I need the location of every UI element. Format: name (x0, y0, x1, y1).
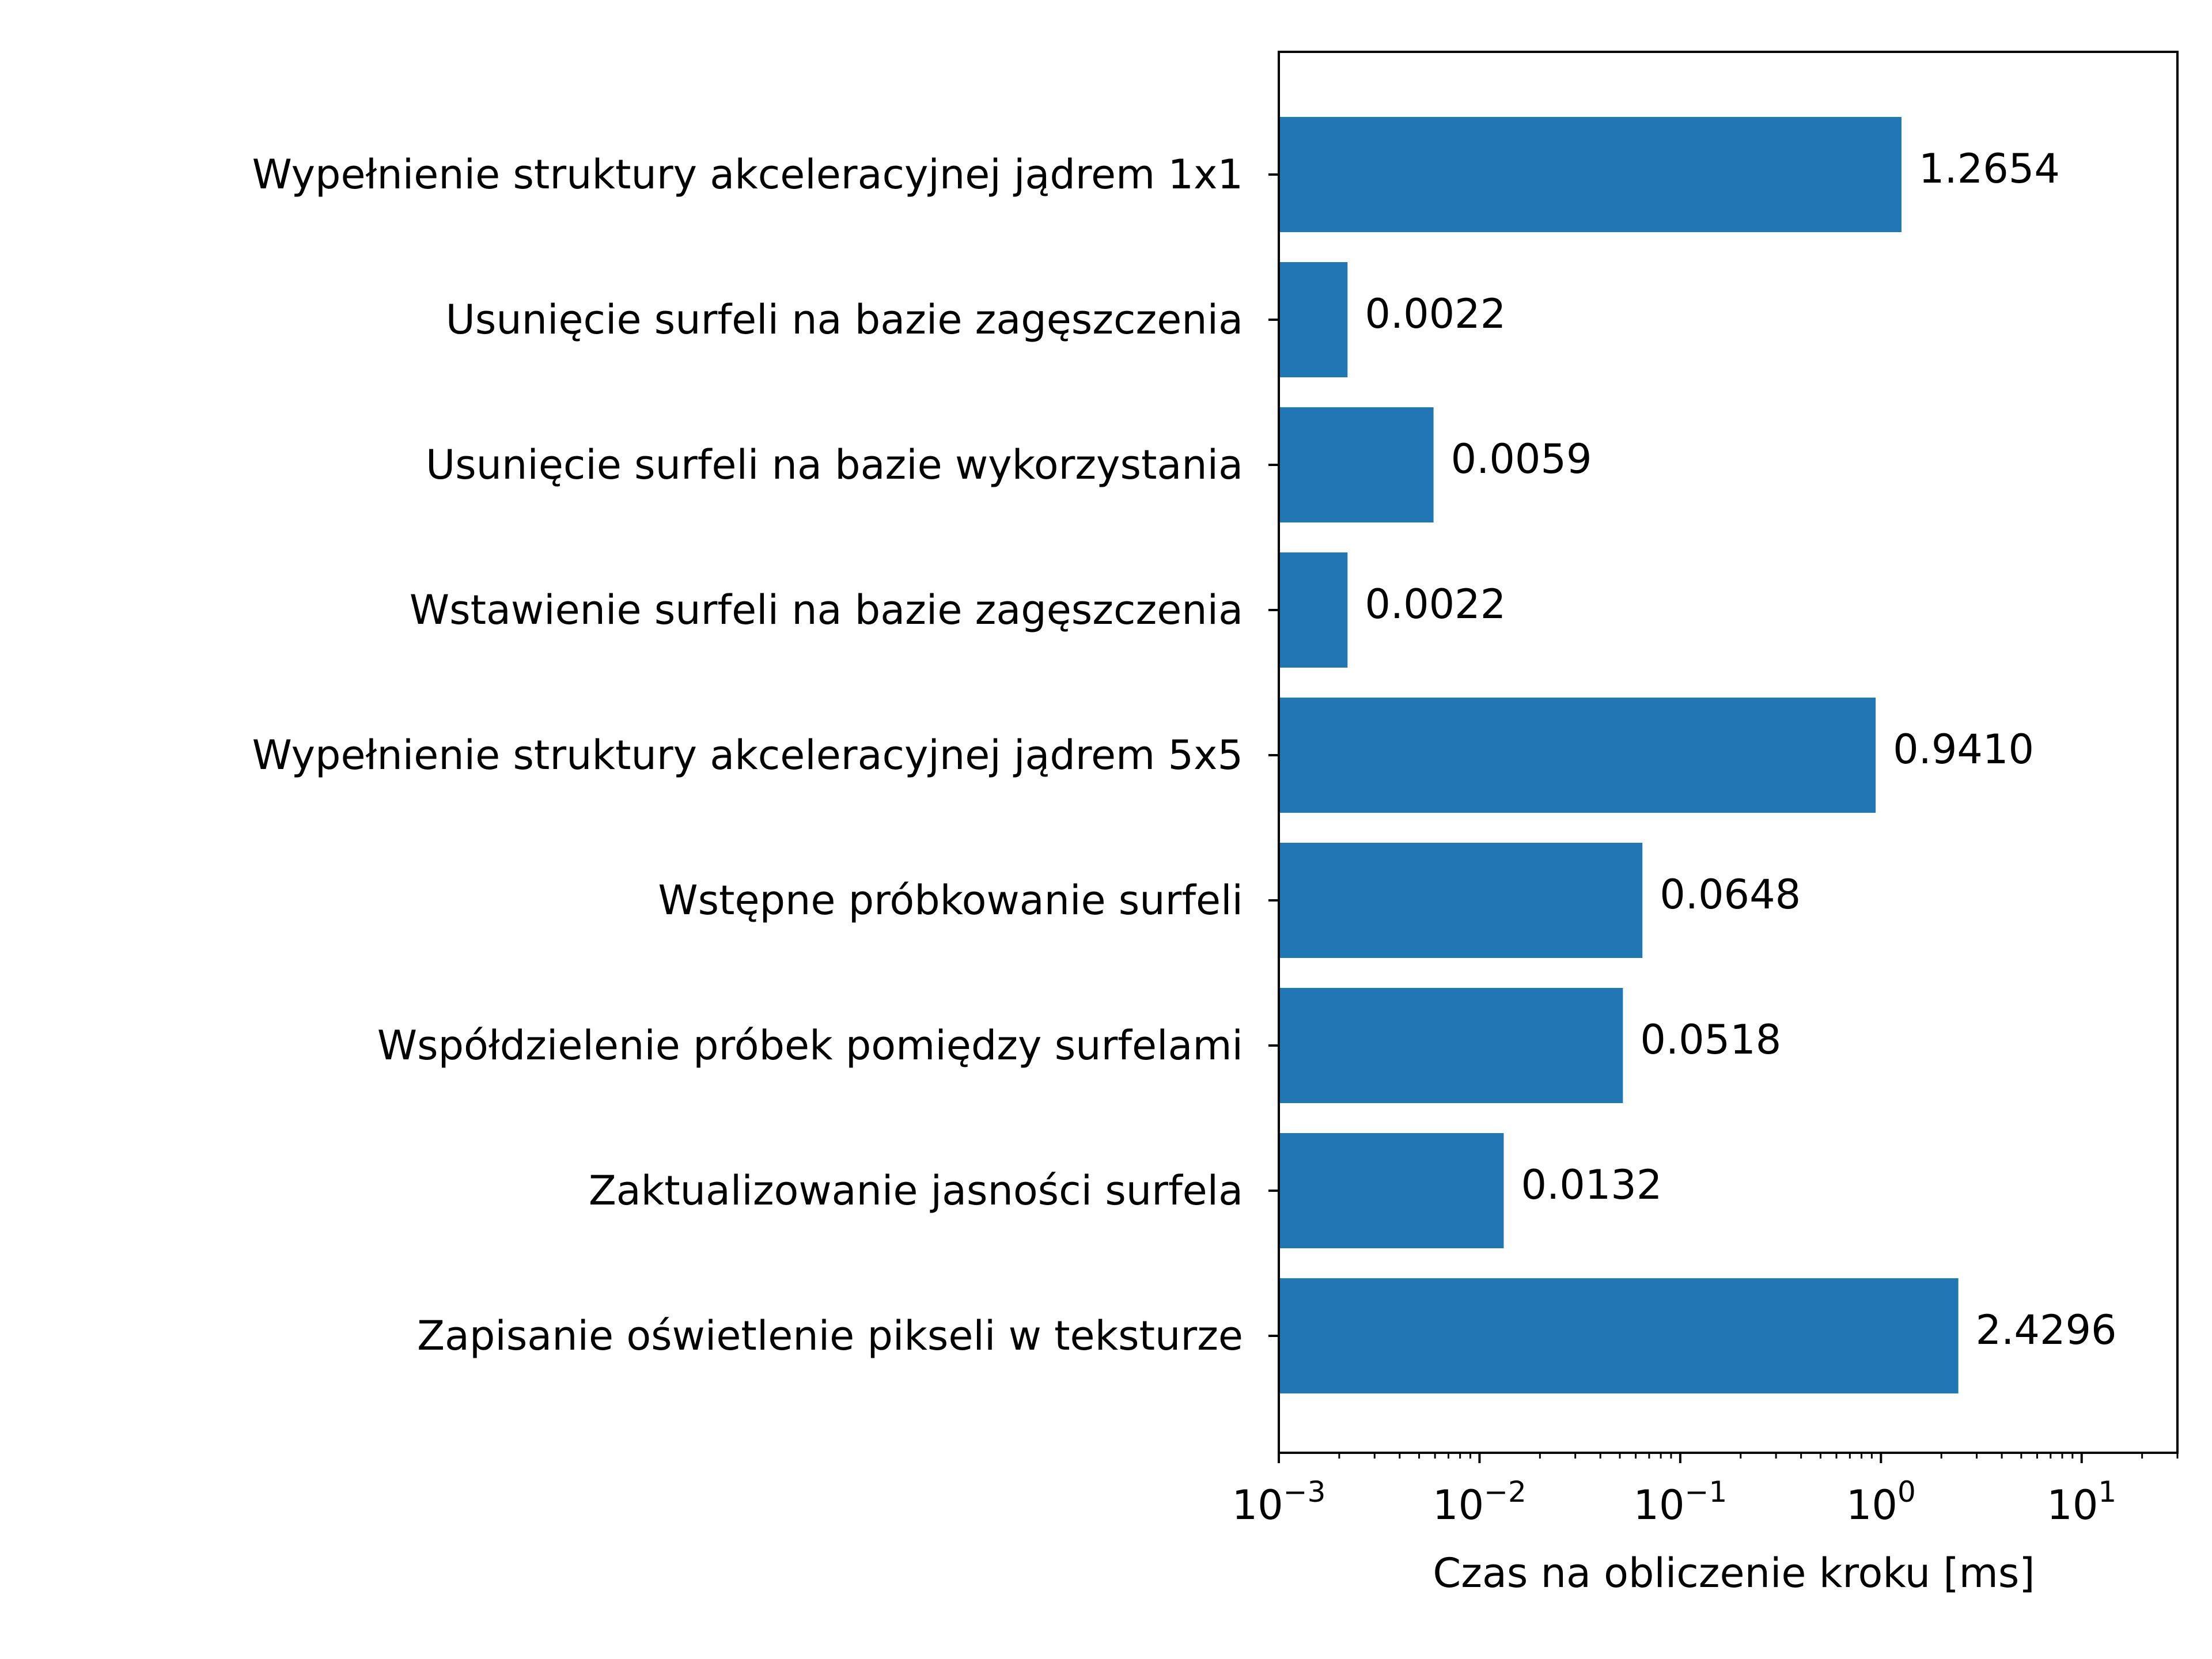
category-label: Wypełnienie struktury akceleracyjnej jąd… (252, 151, 1243, 198)
bar (1279, 1278, 1959, 1393)
value-label: 0.0059 (1451, 435, 1592, 483)
value-label: 0.0648 (1660, 871, 1801, 918)
category-label: Usunięcie surfeli na bazie wykorzystania (426, 441, 1243, 488)
bars-group (1279, 117, 1959, 1393)
value-label: 0.9410 (1893, 726, 2034, 773)
value-label: 0.0132 (1521, 1161, 1662, 1209)
bar (1279, 407, 1434, 522)
bar (1279, 1133, 1504, 1248)
category-label: Zaktualizowanie jasności surfela (589, 1167, 1243, 1214)
bar (1279, 552, 1348, 668)
category-label: Wstawienie surfeli na bazie zagęszczenia (410, 586, 1243, 634)
bar (1279, 262, 1348, 377)
value-label: 1.2654 (1919, 145, 2060, 192)
bar (1279, 988, 1623, 1103)
category-label: Wypełnienie struktury akceleracyjnej jąd… (252, 732, 1243, 779)
x-tick-label: 101 (2047, 1475, 2116, 1529)
x-tick-label: 10−2 (1433, 1475, 1527, 1529)
y-axis-ticks (1268, 173, 1279, 1337)
value-label: 0.0022 (1365, 290, 1506, 338)
category-labels: Wypełnienie struktury akceleracyjnej jąd… (252, 151, 1243, 1359)
value-label: 0.0518 (1640, 1016, 1781, 1063)
category-label: Usunięcie surfeli na bazie zagęszczenia (446, 296, 1243, 343)
category-label: Współdzielenie próbek pomiędzy surfelami (377, 1022, 1243, 1069)
bar (1279, 698, 1876, 813)
x-tick-label: 100 (1846, 1475, 1916, 1529)
category-label: Zapisanie oświetlenie pikseli w teksturz… (417, 1312, 1243, 1359)
value-labels: 1.2654 0.0022 0.0059 0.0022 0.9410 0.0648 0.05… (1365, 145, 2116, 1354)
x-axis-ticks: 10−3 10−2 10−1 100 101 (1232, 1453, 2179, 1529)
value-label: 2.4296 (1976, 1306, 2117, 1354)
category-label: Wstępne próbkowanie surfeli (658, 877, 1243, 924)
value-label: 0.0022 (1365, 581, 1506, 628)
x-axis-label: Czas na obliczenie kroku [ms] (1433, 1550, 2035, 1597)
x-tick-label: 10−3 (1232, 1475, 1326, 1529)
x-tick-label: 10−1 (1633, 1475, 1727, 1529)
plot-frame (1278, 51, 2179, 1454)
bar (1279, 843, 1643, 958)
bar (1279, 117, 1902, 232)
